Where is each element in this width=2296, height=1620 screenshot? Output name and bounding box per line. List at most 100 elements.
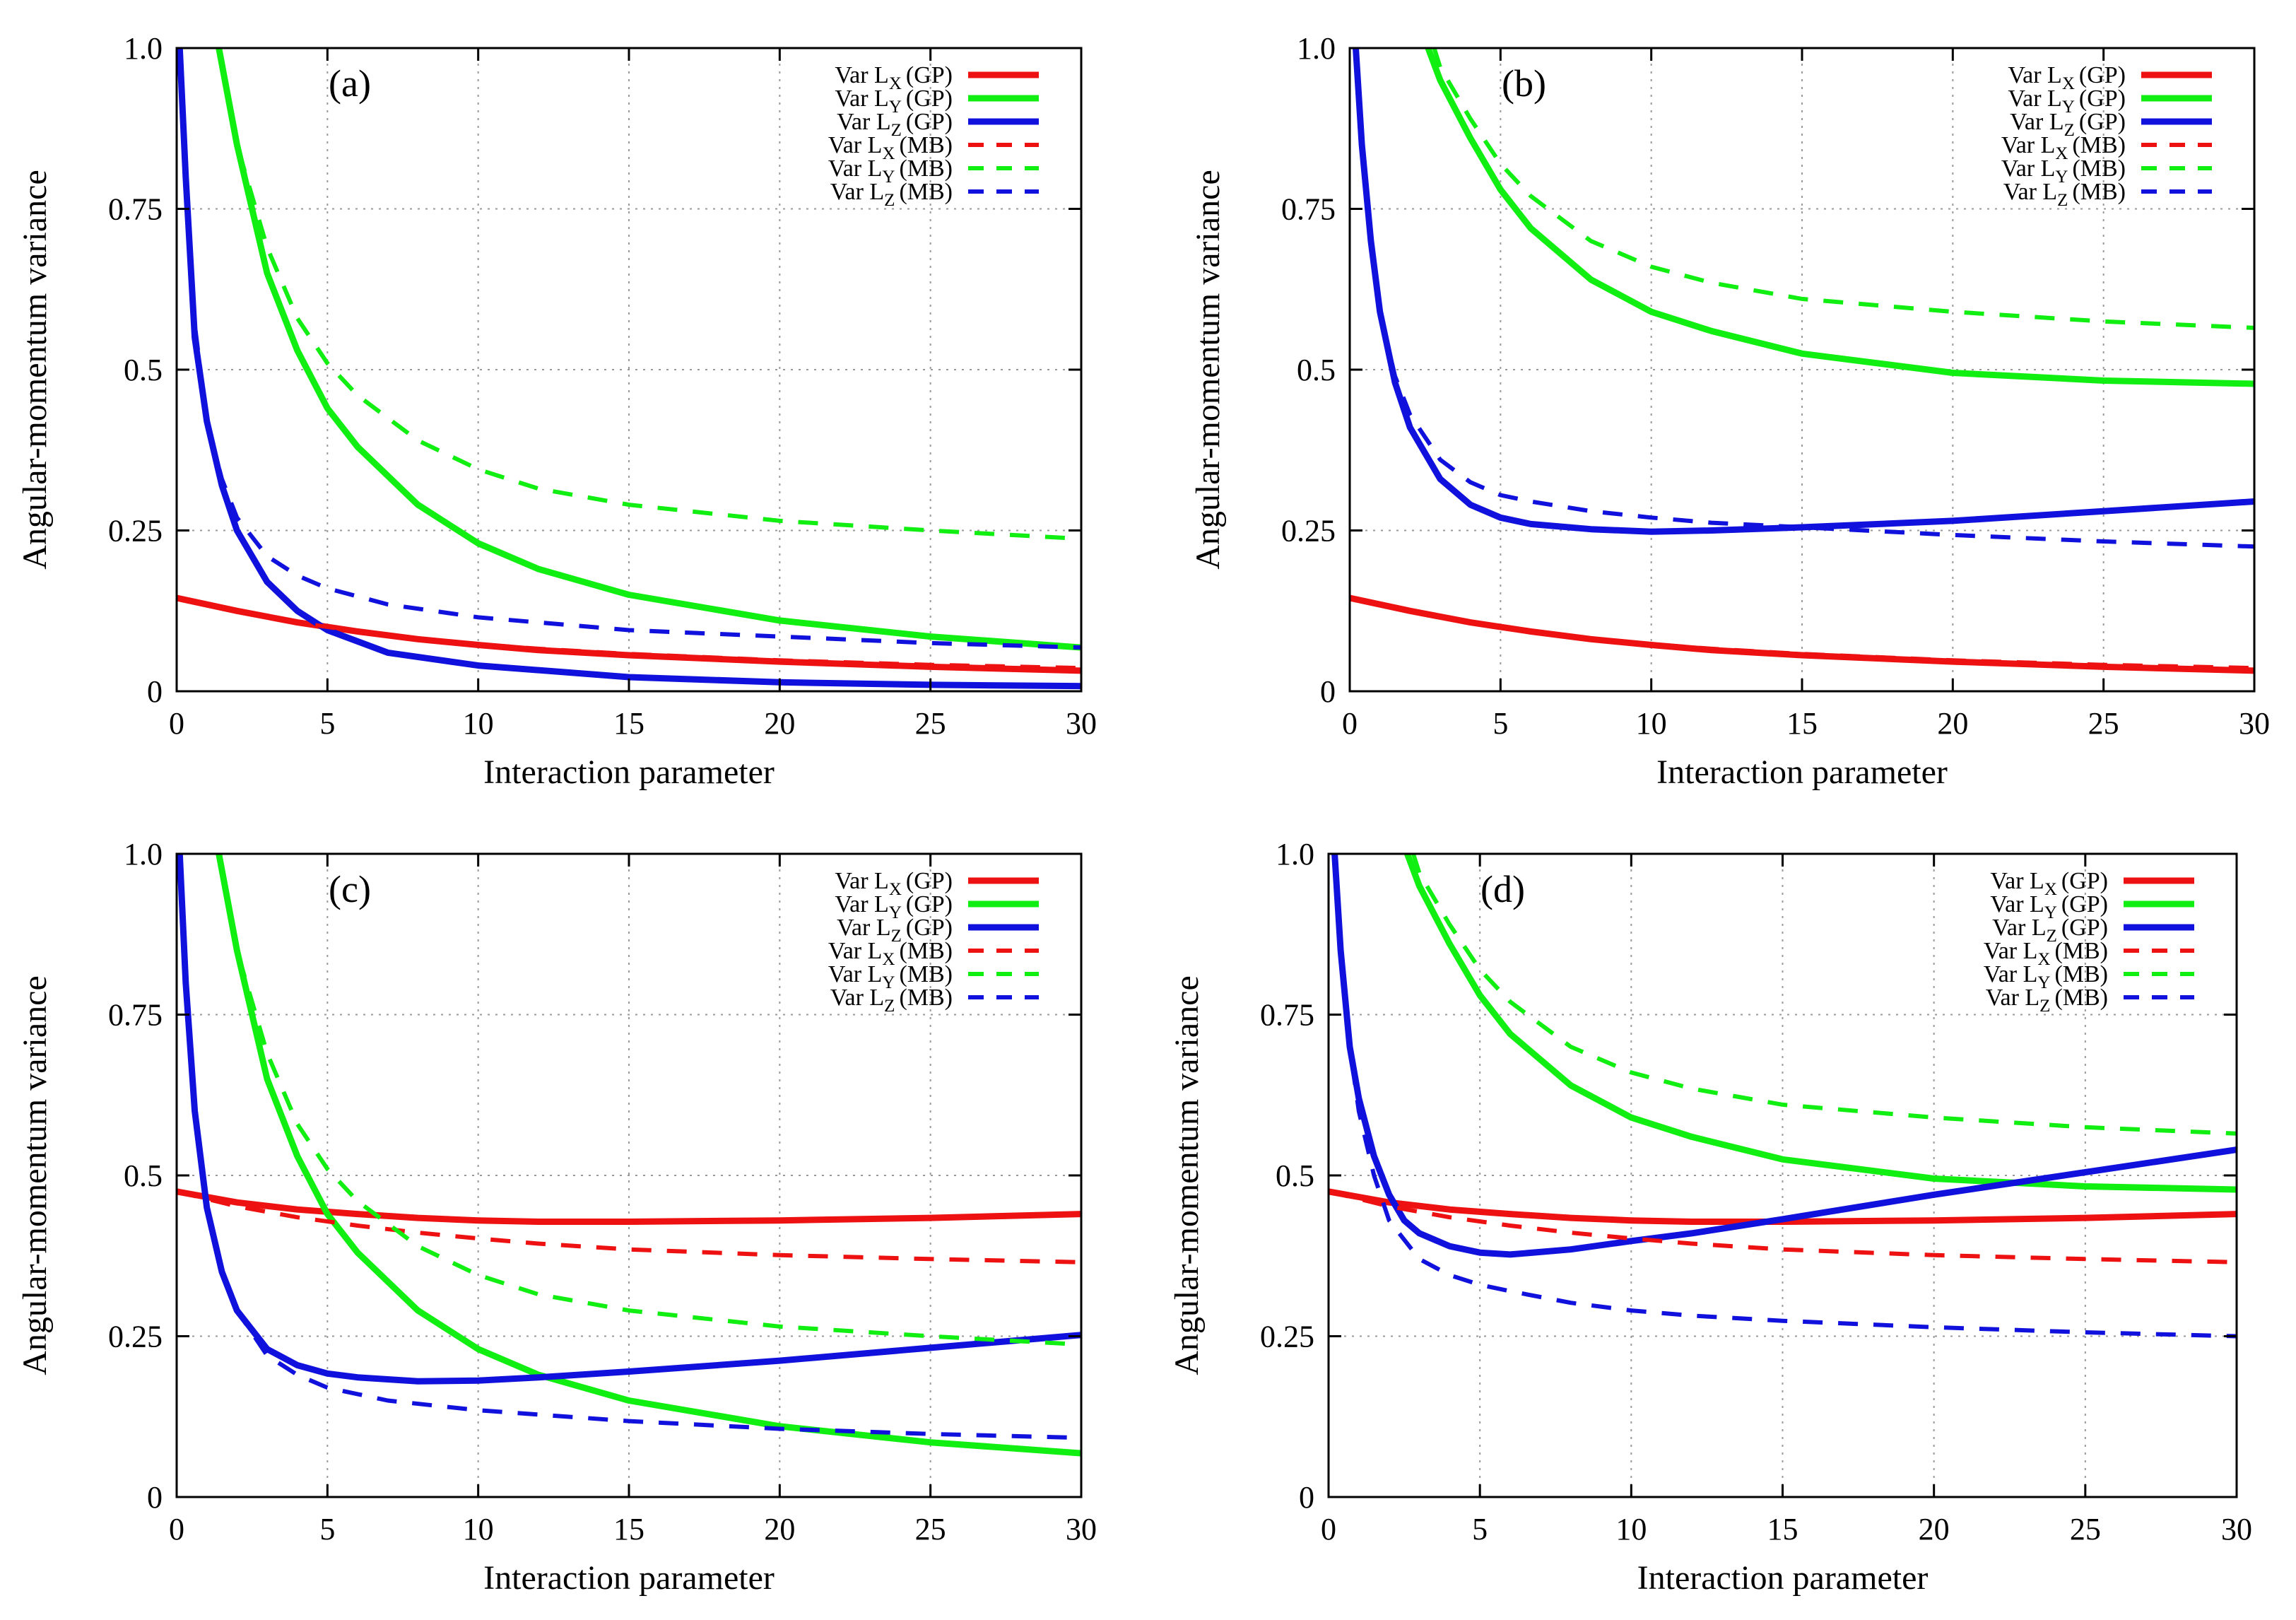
legend-entry: Var LZ (GP) [1992, 915, 2108, 946]
legend-subscript: Z [2057, 191, 2068, 210]
x-tick-label: 20 [764, 1512, 795, 1546]
legend-entry: Var LY (GP) [2008, 86, 2126, 117]
x-tick-label: 5 [1493, 706, 1508, 741]
legend-name: Var L [1986, 985, 2039, 1011]
series-line-z-gp [1331, 854, 2237, 1258]
legend-suffix: (GP) [906, 86, 953, 112]
legend-name: Var L [2001, 155, 2055, 182]
legend-subscript: X [889, 880, 902, 899]
panel-label: (c) [329, 868, 371, 910]
series-line-z-gp [1353, 48, 2254, 535]
y-tick-label: 0.25 [108, 514, 163, 548]
legend-suffix: (MB) [2054, 985, 2108, 1011]
legend-suffix: (MB) [899, 961, 953, 987]
series-group [1329, 854, 2237, 1339]
legend-entry: Var LZ (MB) [2003, 179, 2126, 210]
x-tick-label: 20 [1919, 1512, 1950, 1546]
x-tick-label: 25 [2070, 1512, 2101, 1546]
x-tick-label: 5 [319, 706, 335, 741]
legend: Var LX (GP)Var LY (GP)Var LZ (GP)Var LX (MB)… [2001, 62, 2212, 210]
x-tick-label: 15 [613, 706, 644, 741]
legend-name: Var L [835, 868, 888, 894]
panel-a: 0 5 10 15 20 25 30 0 0.25 0.5 0.75 1.0 Interaction p… [16, 31, 1097, 791]
y-axis-title: Angular-momentum variance [16, 170, 54, 570]
y-tick-label: 1.0 [1276, 837, 1314, 871]
legend-subscript: Y [2044, 903, 2057, 922]
legend-name: Var L [1990, 868, 2044, 894]
x-tick-label: 30 [2239, 706, 2270, 741]
legend-entry: Var LZ (MB) [830, 985, 953, 1016]
y-tick-label: 0.25 [108, 1320, 163, 1354]
x-tick-label: 10 [1615, 1512, 1647, 1546]
legend-name: Var L [830, 179, 884, 205]
legend-suffix: (GP) [2079, 62, 2126, 88]
series-line-y-mb [1411, 854, 2237, 1136]
series-line-z-mb [177, 48, 1081, 650]
y-axis-title: Angular-momentum variance [1189, 170, 1227, 570]
legend-entry: Var LZ (GP) [837, 109, 953, 140]
legend-name: Var L [828, 155, 882, 182]
x-tick-label: 15 [613, 1512, 644, 1546]
series-group [177, 48, 1081, 690]
legend-subscript: X [882, 950, 895, 969]
legend-entry: Var LY (GP) [835, 86, 953, 117]
legend-entry: Var LZ (GP) [837, 915, 953, 946]
legend-name: Var L [828, 961, 882, 987]
legend-suffix: (MB) [899, 132, 953, 158]
legend-subscript: Y [882, 973, 895, 992]
legend-subscript: X [2062, 74, 2075, 93]
x-tick-label: 30 [1066, 706, 1097, 741]
x-tick-label: 0 [1342, 706, 1358, 741]
panel-label: (a) [329, 62, 371, 105]
legend-name: Var L [837, 109, 890, 135]
legend-subscript: Y [882, 168, 895, 187]
legend-suffix: (MB) [899, 155, 953, 182]
legend-entry: Var LX (MB) [828, 938, 953, 969]
series-line-y-mb [1432, 48, 2254, 330]
legend-name: Var L [2003, 179, 2057, 205]
series-line-z-mb [1353, 48, 2254, 549]
legend-entry: Var LX (GP) [1990, 868, 2108, 899]
legend-entry: Var LZ (GP) [2010, 109, 2126, 140]
legend-suffix: (GP) [2079, 86, 2126, 112]
series-line-y-gp [216, 48, 1081, 651]
x-tick-label: 25 [2088, 706, 2119, 741]
legend-suffix: (MB) [2054, 938, 2108, 964]
x-tick-label: 10 [463, 706, 494, 741]
panel-c: 0 5 10 15 20 25 30 0 0.25 0.5 0.75 1.0 Interaction p… [16, 837, 1097, 1597]
legend-entry: Var LY (MB) [1984, 961, 2108, 992]
y-tick-label: 0.75 [108, 998, 163, 1033]
y-tick-label: 0 [147, 674, 163, 709]
legend-name: Var L [835, 86, 888, 112]
x-tick-label: 10 [1636, 706, 1667, 741]
legend-entry: Var LX (MB) [1984, 938, 2108, 969]
panel-label: (d) [1480, 868, 1525, 910]
legend-name: Var L [1984, 961, 2037, 987]
legend-name: Var L [2008, 62, 2061, 88]
legend-name: Var L [1984, 938, 2037, 964]
series-line-x-gp [177, 1188, 1081, 1225]
legend-name: Var L [835, 62, 888, 88]
legend-suffix: (GP) [2061, 868, 2108, 894]
legend-entry: Var LX (GP) [2008, 62, 2126, 93]
x-tick-label: 0 [169, 1512, 184, 1546]
y-tick-label: 0.5 [1297, 353, 1336, 387]
x-tick-label: 5 [1472, 1512, 1488, 1546]
legend-name: Var L [1990, 891, 2044, 917]
legend-name: Var L [837, 915, 890, 941]
legend-entry: Var LY (GP) [835, 891, 953, 922]
legend-suffix: (MB) [899, 938, 953, 964]
y-tick-label: 0.5 [1276, 1158, 1314, 1193]
legend-name: Var L [2010, 109, 2064, 135]
y-tick-label: 0.5 [124, 353, 163, 387]
legend-suffix: (MB) [899, 985, 953, 1011]
y-axis-title: Angular-momentum variance [16, 975, 54, 1375]
y-tick-label: 1.0 [1297, 31, 1336, 66]
legend-subscript: Y [889, 903, 902, 922]
legend-subscript: Z [884, 997, 895, 1016]
series-line-z-mb [177, 854, 1081, 1440]
legend-subscript: Y [2037, 973, 2050, 992]
series-line-x-gp [1329, 1188, 2237, 1225]
legend-entry: Var LY (MB) [828, 961, 953, 992]
series-group [177, 854, 1081, 1457]
